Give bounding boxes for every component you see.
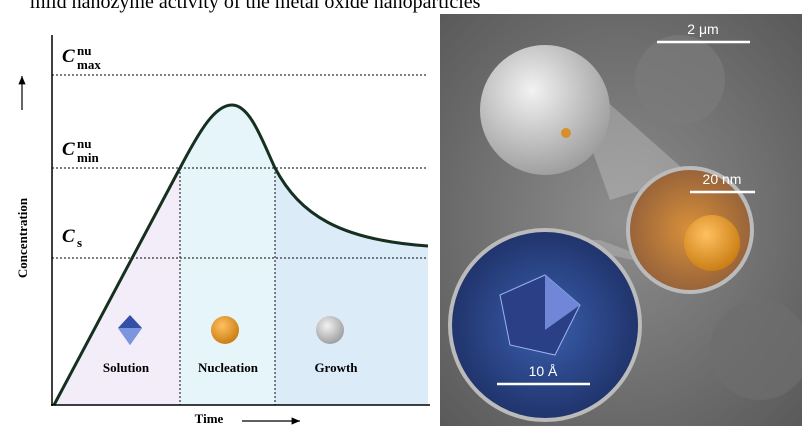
level-sub: s — [77, 235, 82, 250]
level-symbol: C — [62, 46, 75, 67]
stage-label: Growth — [314, 360, 358, 375]
level-sup: nu — [77, 43, 91, 58]
micrograph: 2 μm 20 nm 10 Å — [440, 14, 802, 426]
level-sub: min — [77, 150, 99, 165]
level-symbol: C — [62, 139, 75, 160]
growth-icon — [316, 316, 344, 344]
stage-label: Solution — [103, 360, 150, 375]
level-symbol: C — [62, 226, 75, 247]
caption-fragment: mild nanozyme activity of the metal oxid… — [30, 0, 481, 13]
scale-label: 10 Å — [529, 363, 558, 379]
scale-label: 2 μm — [687, 21, 718, 37]
y-axis-label: Concentration — [15, 197, 30, 278]
level-sub: max — [77, 57, 101, 72]
stage-label: Nucleation — [198, 360, 259, 375]
nucleation-icon — [211, 316, 239, 344]
level-sup: nu — [77, 136, 91, 151]
scale-label: 20 nm — [703, 171, 742, 187]
figure: mild nanozyme activity of the metal oxid… — [0, 0, 802, 426]
x-axis-label: Time — [195, 411, 224, 426]
